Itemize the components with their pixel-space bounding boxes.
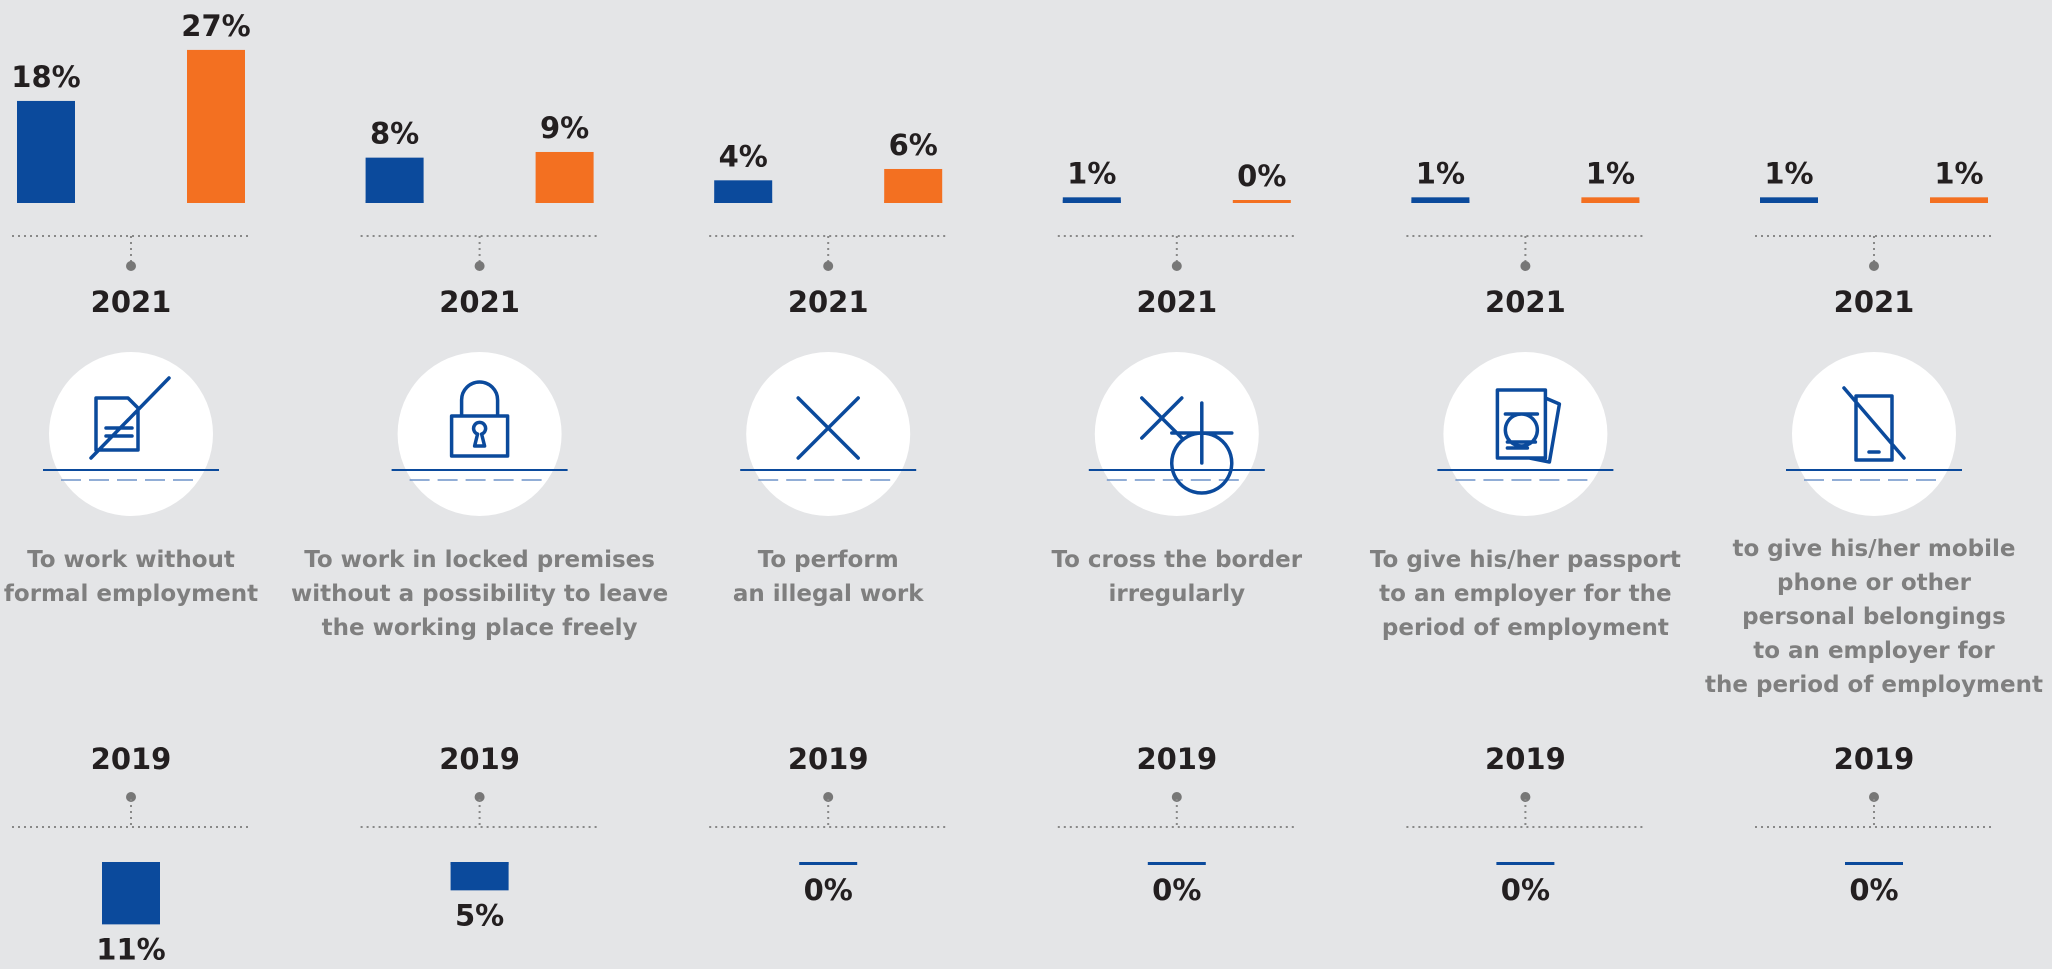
connector-dot	[1869, 261, 1879, 271]
year-label: 2021	[788, 285, 869, 319]
year-label: 2019	[1136, 742, 1217, 776]
bar	[1760, 197, 1818, 203]
category-label: to an employer for the	[1379, 581, 1672, 607]
category-label: to give his/her mobile	[1732, 536, 2015, 562]
icon	[1140, 396, 1234, 495]
icon-circle	[1443, 352, 1608, 516]
year-label: 2019	[1485, 742, 1566, 776]
connector-dot	[474, 792, 485, 802]
icon	[449, 380, 510, 458]
bar	[884, 168, 943, 203]
bar	[1062, 197, 1121, 203]
bar	[1930, 197, 1988, 203]
value-label: 1%	[1586, 156, 1635, 190]
category-label: an illegal work	[733, 581, 924, 607]
value-label: 18%	[11, 60, 80, 94]
connector-dot	[126, 261, 136, 271]
year-label: 2021	[1834, 285, 1915, 319]
icon	[89, 376, 171, 460]
bar	[714, 180, 773, 203]
category-label: To give his/her passport	[1370, 547, 1681, 573]
icon-circle	[49, 352, 213, 516]
connector-dot	[1520, 792, 1531, 802]
bar	[450, 862, 509, 891]
bar	[17, 100, 75, 203]
value-label: 9%	[540, 111, 589, 145]
bar	[1411, 197, 1470, 203]
connector-dot	[474, 261, 485, 271]
year-label: 2019	[91, 742, 172, 776]
connector-dot	[823, 792, 834, 802]
value-label: 0%	[1237, 159, 1286, 193]
bar	[187, 49, 245, 203]
year-label: 2021	[439, 285, 520, 319]
year-label: 2019	[1834, 742, 1915, 776]
year-label: 2021	[91, 285, 172, 319]
category-label: To work in locked premises	[304, 547, 655, 573]
year-label: 2021	[1485, 285, 1566, 319]
value-label: 0%	[1501, 873, 1550, 907]
category-label: the period of employment	[1705, 672, 2043, 698]
value-label: 1%	[1764, 156, 1813, 190]
icon	[1495, 388, 1562, 464]
bar	[1581, 197, 1640, 203]
connector-dot	[1520, 261, 1531, 271]
category-label: irregularly	[1108, 581, 1245, 607]
value-label: 6%	[889, 128, 938, 162]
value-label: 0%	[1849, 873, 1898, 907]
value-label: 1%	[1416, 156, 1465, 190]
connector-dot	[1869, 792, 1879, 802]
connector-dot	[1171, 792, 1182, 802]
year-label: 2021	[1136, 285, 1217, 319]
icon-circle	[746, 352, 911, 516]
category-label: To perform	[758, 547, 899, 573]
icon	[1842, 386, 1906, 462]
bar	[535, 151, 594, 203]
value-label: 1%	[1934, 156, 1983, 190]
category-label: the working place freely	[322, 615, 638, 641]
value-label: 1%	[1067, 156, 1116, 190]
value-label: 0%	[1152, 873, 1201, 907]
category-label: phone or other	[1777, 570, 1972, 596]
value-label: 5%	[455, 898, 504, 932]
category-label: to an employer for	[1753, 638, 1995, 664]
icon-circle	[1792, 352, 1956, 516]
connector-dot	[1171, 261, 1182, 271]
category-label: without a possibility to leave	[291, 581, 668, 607]
connector-dot	[126, 792, 136, 802]
category-label: period of employment	[1382, 615, 1669, 641]
value-label: 27%	[181, 9, 250, 43]
connector-dot	[823, 261, 834, 271]
icon-circle	[397, 352, 562, 516]
year-label: 2019	[788, 742, 869, 776]
value-label: 8%	[370, 117, 419, 151]
year-label: 2019	[439, 742, 520, 776]
bar	[102, 862, 160, 925]
icon	[796, 396, 860, 460]
bar	[365, 157, 424, 203]
value-label: 4%	[719, 139, 768, 173]
category-label: To work without	[27, 547, 235, 573]
value-label: 11%	[96, 932, 165, 966]
value-label: 0%	[804, 873, 853, 907]
category-label: personal belongings	[1742, 604, 2006, 630]
category-label: To cross the border	[1051, 547, 1302, 573]
category-label: formal employment	[4, 581, 258, 607]
